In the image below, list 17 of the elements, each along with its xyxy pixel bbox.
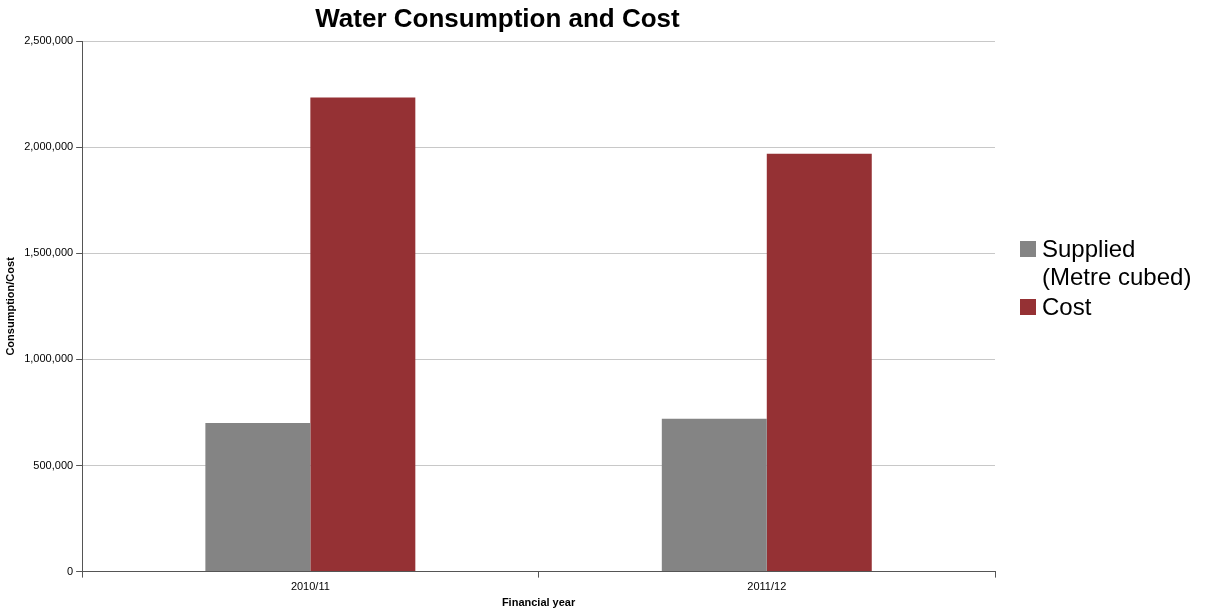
bar [661,418,767,572]
y-tick-label: 0 [67,564,74,577]
y-tick-label: 500,000 [33,458,74,471]
y-tick-label: 1,500,000 [24,246,74,259]
legend-label: Supplied (Metre cubed) [1042,235,1193,291]
bar [310,97,416,572]
x-tick-label: 2010/11 [290,580,330,593]
bar [205,423,311,572]
y-axis-title: Consumption/Cost [3,256,16,356]
y-tick-label: 1,000,000 [24,352,74,365]
chart-title: Water Consumption and Cost [315,2,681,33]
y-tick-label: 2,500,000 [24,34,74,47]
x-tick-label: 2011/12 [747,580,787,593]
legend-label: Cost [1042,293,1092,321]
x-axis-title: Financial year [501,596,576,609]
y-tick-label: 2,000,000 [24,140,74,153]
bar [766,153,872,572]
